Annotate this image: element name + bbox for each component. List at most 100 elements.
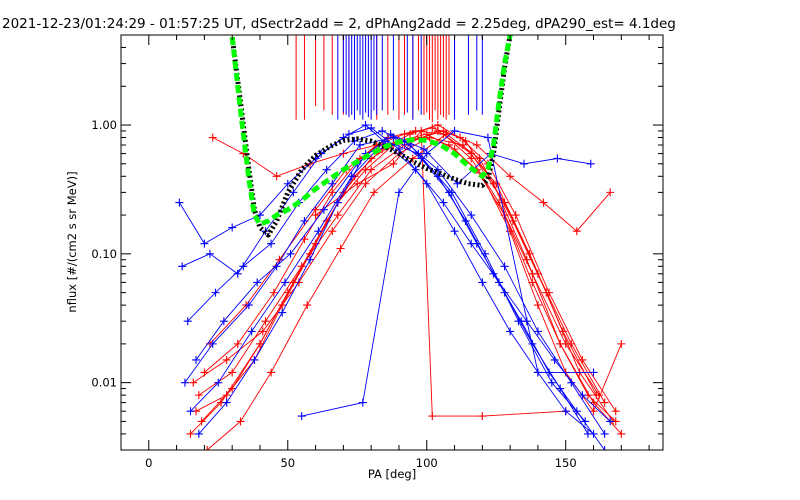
data-point-plus (514, 317, 523, 326)
data-point-plus (353, 179, 362, 188)
data-point-plus (178, 262, 187, 271)
data-point-plus (267, 239, 276, 248)
data-point-plus (478, 278, 487, 287)
series-line (206, 133, 614, 450)
data-point-plus (472, 140, 481, 149)
data-point-plus (278, 308, 287, 317)
data-point-plus (272, 172, 281, 181)
data-point-plus (339, 149, 348, 158)
data-point-plus (408, 154, 417, 163)
data-point-plus (556, 339, 565, 348)
fit-curve-black (229, 35, 513, 238)
data-point-plus (333, 211, 342, 220)
data-point-plus (294, 278, 303, 287)
data-point-plus (500, 262, 509, 271)
data-point-plus (369, 188, 378, 197)
data-point-plus (228, 368, 237, 377)
data-point-plus (286, 249, 295, 258)
data-point-plus (208, 339, 217, 348)
data-point-plus (197, 417, 206, 426)
data-point-plus (458, 140, 467, 149)
data-point-plus (600, 446, 609, 450)
data-point-plus (547, 378, 556, 387)
data-point-plus (386, 130, 395, 139)
x-tick-label: 50 (280, 456, 295, 470)
data-point-plus (236, 417, 245, 426)
data-point-plus (356, 140, 365, 149)
data-point-plus (322, 165, 331, 174)
series-line (193, 137, 597, 396)
data-point-plus (389, 159, 398, 168)
data-point-plus (280, 278, 289, 287)
x-axis-label: PA [deg] (368, 467, 416, 481)
data-point-plus (400, 130, 409, 139)
data-point-plus (533, 301, 542, 310)
data-point-plus (589, 407, 598, 416)
data-point-plus (306, 255, 315, 264)
data-point-plus (361, 179, 370, 188)
data-point-plus (581, 417, 590, 426)
data-point-plus (589, 368, 598, 377)
data-point-plus (425, 133, 434, 142)
data-point-plus (205, 249, 214, 258)
series-line (190, 124, 622, 435)
data-point-plus (297, 412, 306, 421)
y-tick-label: 1.00 (91, 118, 117, 132)
data-point-plus (328, 227, 337, 236)
data-point-plus (428, 123, 437, 132)
data-point-plus (467, 149, 476, 158)
data-point-plus (208, 133, 217, 142)
data-point-plus (450, 126, 459, 135)
data-point-plus (228, 223, 237, 232)
data-point-plus (200, 239, 209, 248)
series-red-2 (186, 121, 626, 438)
data-point-plus (561, 407, 570, 416)
series-blue-14 (186, 137, 590, 426)
data-point-plus (344, 130, 353, 139)
data-layer (175, 35, 626, 450)
data-point-plus (367, 165, 376, 174)
data-point-plus (300, 216, 309, 225)
data-point-plus (186, 407, 195, 416)
data-point-plus (222, 355, 231, 364)
data-point-plus (567, 378, 576, 387)
data-point-plus (422, 179, 431, 188)
data-point-plus (261, 317, 270, 326)
data-point-plus (203, 446, 212, 450)
data-point-plus (442, 130, 451, 139)
data-point-plus (194, 429, 203, 438)
data-point-plus (358, 398, 367, 407)
data-point-plus (617, 429, 626, 438)
data-point-plus (419, 145, 428, 154)
data-point-plus (258, 327, 267, 336)
series-red-8 (203, 130, 617, 450)
data-point-plus (175, 198, 184, 207)
data-point-plus (553, 154, 562, 163)
axes: 0 50 100 150 0.01 0.10 1.00 (91, 35, 663, 470)
data-point-plus (478, 412, 487, 421)
series-blue-17 (297, 126, 598, 421)
data-point-plus (222, 398, 231, 407)
data-point-plus (183, 317, 192, 326)
data-point-plus (611, 407, 620, 416)
series-line (179, 124, 611, 422)
y-tick-label: 0.01 (91, 376, 117, 390)
series-line (195, 137, 617, 422)
data-point-plus (422, 149, 431, 158)
data-point-plus (506, 327, 515, 336)
data-point-plus (333, 198, 342, 207)
data-point-plus (253, 278, 262, 287)
data-point-plus (433, 165, 442, 174)
y-axis-label: nflux [#/(cm2 s sr MeV)] (65, 171, 79, 312)
series-line (301, 130, 594, 417)
data-point-plus (239, 262, 248, 271)
data-point-plus (189, 378, 198, 387)
data-point-plus (506, 172, 515, 181)
data-point-plus (250, 355, 259, 364)
fit-curve-green (229, 35, 513, 227)
data-point-plus (244, 301, 253, 310)
data-point-plus (583, 429, 592, 438)
series-line (201, 133, 622, 422)
plot-frame (120, 34, 664, 451)
